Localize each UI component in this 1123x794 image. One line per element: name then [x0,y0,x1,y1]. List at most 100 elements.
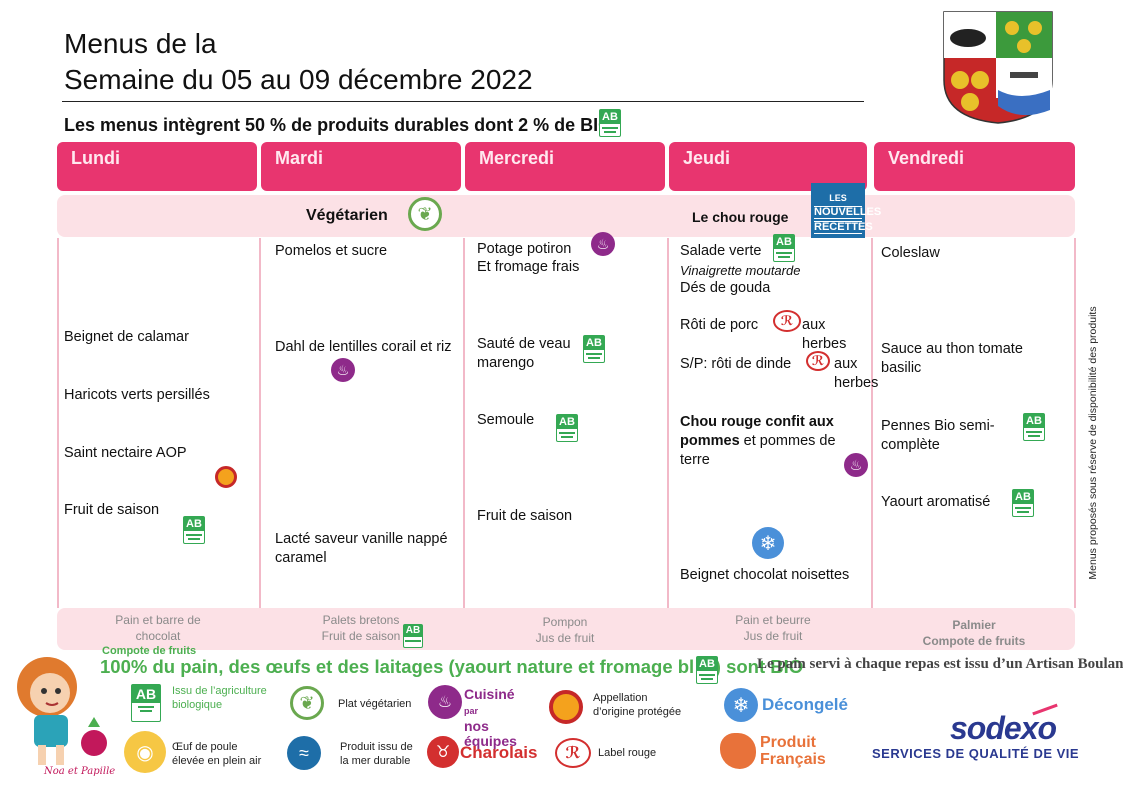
bio-logo-icon: AB [556,414,578,442]
bio-logo-icon: AB [183,516,205,544]
gouter-mardi: Palets bretons Fruit de saison [263,612,459,644]
gouter-vendredi: Palmier Compote de fruits [875,617,1073,649]
cooked-by-team-icon: ♨ [331,358,355,382]
legend-line: biologique [172,699,223,711]
menu-item-note: Vinaigrette moutarde [680,263,801,278]
menu-item: aux herbes [834,356,879,391]
menu-item: Coleslaw [881,245,940,261]
legend-mer: Produit issu de la mer durable [340,740,413,768]
aop-icon [215,466,237,488]
wave-icon: ≈ [287,736,321,770]
column-divider [259,238,261,608]
legend-charolais: Charolais [460,743,538,762]
menu-item: aux herbes [802,317,847,352]
menu-item: Sauce au thon tomate basilic [881,341,1023,376]
page-title-line1: Menus de la [64,28,217,59]
menu-item: Haricots verts persillés [64,387,210,403]
cuisine-text: Cuisiné par nos équipes [464,686,517,749]
gouter-line: Fruit de saison [321,629,401,643]
nr-line3: RECETTES [814,221,873,234]
subtitle: Les menus intègrent 50 % de produits dur… [64,115,613,135]
legend-aop: Appellation d’origine protégée [593,691,681,719]
menu-item: S/P: rôti de dinde [680,356,792,372]
legend-line: d’origine protégée [593,706,682,718]
column-divider [463,238,465,608]
theme-jeudi: Le chou rouge [692,209,789,225]
label-rouge-icon: ℛ [773,310,801,332]
bio-logo-icon: AB [1023,413,1045,441]
day-header-jeudi: Jeudi [669,142,867,191]
menu-item: Salade verte [680,243,762,259]
column-divider [871,238,873,608]
mascot-caption: Noa et Papille [44,766,116,777]
legend-veg: Plat végétarien [338,698,412,710]
column-divider [57,238,59,608]
bio-logo-icon: AB [599,109,621,137]
cow-icon: ♉ [427,736,459,768]
bio-logo-icon: AB [403,624,423,648]
menu-item: Fruit de saison [64,502,160,518]
gouter-line: Jus de fruit [535,631,595,645]
availability-note-text: Menus proposés sous réserve de disponibi… [1087,305,1099,580]
menu-item-rest: et pommes de terre [680,433,836,468]
menu-item: Fruit de saison [477,508,573,524]
day-header-mercredi: Mercredi [465,142,665,191]
theme-row [57,195,1075,237]
legend-oeuf: Œuf de poule élevée en plein air [172,740,261,768]
cooked-by-team-icon: ♨ [844,453,868,477]
gouter-line: Pompon [542,615,588,629]
legend-produit-francais: Produit Français [760,734,826,768]
nr-line1: LES [829,193,847,203]
gouter-lundi: Pain et barre de chocolat [60,612,256,644]
legend-label-rouge: Label rouge [598,747,657,759]
menu-item: Semoule [477,412,535,428]
sodexo-logo: sodexo [950,710,1057,746]
snowflake-icon: ❄ [724,688,758,722]
gouter-line: Pain et beurre [735,613,811,627]
gouter-jeudi: Pain et beurre Jus de fruit [675,612,871,644]
chef-hat-icon: ♨ [428,685,462,719]
vegetarian-icon: ❦ [290,686,324,720]
menu-item: Pennes Bio semi-complète [881,418,995,453]
menu-item: Potage potiron [477,241,572,257]
vegetarian-icon: ❦ [408,197,442,231]
cooked-by-team-icon: ♨ [591,232,615,256]
town-crest-logo [943,11,1053,124]
column-divider [667,238,669,608]
egg-icon: ◉ [124,731,166,773]
legend-line: la mer durable [340,755,411,767]
menu-item: Chou rouge confit aux pommes et pommes d… [680,413,860,470]
gouter-line: Compote de fruits [922,634,1026,648]
menu-item: Yaourt aromatisé [881,494,991,510]
availability-note: Menus proposés sous réserve de disponibi… [1084,285,1102,600]
legend-line: Œuf de poule [172,741,238,753]
page-title-line2: Semaine du 05 au 09 décembre 2022 [64,64,533,95]
legend-line: Issu de l’agriculture [172,685,267,697]
menu-item: Pomelos et sucre [275,243,388,259]
bio-statement: 100% du pain, des œufs et des laitages (… [100,656,804,677]
column-divider [1074,238,1076,608]
day-header-mardi: Mardi [261,142,461,191]
day-header-lundi: Lundi [57,142,257,191]
legend-bio: Issu de l’agriculture biologique [172,684,267,712]
bio-logo-icon: AB [583,335,605,363]
gouter-lundi-extra: Compote de fruits [102,645,197,657]
gouter-line: Palmier [952,618,996,632]
legend-line: élevée en plein air [172,755,262,767]
legend-line: Produit issu de [340,741,413,753]
gouter-line: chocolat [135,629,181,643]
menu-item: Dés de gouda [680,280,771,296]
bio-logo-icon: AB [1012,489,1034,517]
nouvelles-recettes-badge: LES NOUVELLES RECETTES [811,183,882,238]
nr-line2: NOUVELLES [814,206,882,219]
legend-line: Appellation [593,692,648,704]
label-rouge-icon: ℛ [555,738,591,768]
day-header-vendredi: Vendredi [874,142,1075,191]
menu-item: Beignet de calamar [64,329,189,345]
menu-item: Beignet chocolat noisettes [680,567,850,583]
title-divider [62,101,864,102]
bio-logo-icon: AB [131,684,161,722]
menu-item: Lacté saveur vanille nappé caramel [275,531,448,566]
snowflake-icon: ❄ [752,527,784,559]
aop-icon [549,690,583,724]
